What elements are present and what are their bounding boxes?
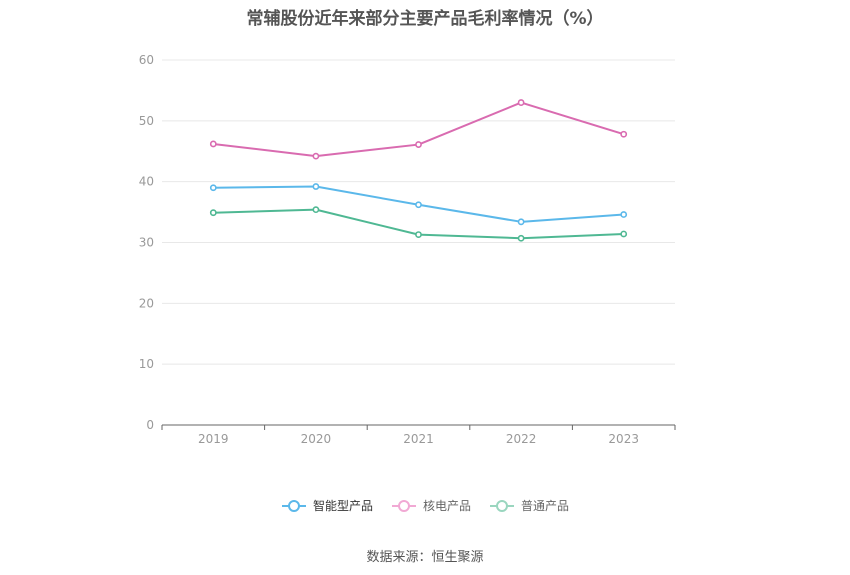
legend-label-regular: 普通产品 <box>521 499 570 513</box>
data-point-0-4 <box>620 211 628 218</box>
data-point-2-3 <box>517 234 525 242</box>
data-point-0-0 <box>209 184 217 192</box>
x-tick-label: 2019 <box>198 432 229 446</box>
y-tick-label: 20 <box>139 296 154 310</box>
y-tick-label: 40 <box>139 175 154 189</box>
grid-lines <box>162 59 675 365</box>
y-tick-label: 10 <box>139 357 154 371</box>
data-point-0-2 <box>415 201 422 209</box>
x-tick-label: 2022 <box>506 432 537 446</box>
legend-marker-smart-icon <box>281 499 306 512</box>
y-tick-label: 50 <box>139 114 154 128</box>
legend-marker-nuclear-icon <box>391 499 416 512</box>
legend-label-smart: 智能型产品 <box>312 499 373 513</box>
tick-labels: 0 10 20 30 40 50 60 2019 2020 2021 2022 2023 <box>139 53 639 446</box>
data-point-2-4 <box>620 230 628 238</box>
chart-title: 常辅股份近年来部分主要产品毛利率情况（%） <box>246 9 604 29</box>
data-point-2-2 <box>415 231 422 238</box>
x-tick-label: 2023 <box>608 432 639 446</box>
legend-item-smart[interactable]: 智能型产品 <box>281 497 373 514</box>
legend-marker-regular-icon <box>490 499 514 512</box>
data-point-2-1 <box>312 206 320 214</box>
x-tick-label: 2021 <box>403 432 434 446</box>
legend-item-regular[interactable]: 普通产品 <box>489 497 569 514</box>
data-source: 数据来源：恒生聚源 <box>366 550 484 565</box>
y-tick-label: 30 <box>139 236 154 250</box>
data-point-1-3 <box>517 99 525 106</box>
data-point-2-0 <box>209 209 217 217</box>
data-point-1-2 <box>415 141 422 148</box>
x-tick-label: 2020 <box>301 432 332 446</box>
legend-item-nuclear[interactable]: 核电产品 <box>391 497 471 514</box>
data-point-1-4 <box>620 130 628 138</box>
y-tick-label: 0 <box>146 418 154 432</box>
data-point-1-1 <box>312 152 320 160</box>
data-point-0-3 <box>517 218 525 226</box>
legend-label-nuclear: 核电产品 <box>422 499 471 513</box>
series-line-1 <box>213 101 624 158</box>
axes <box>161 424 676 430</box>
y-tick-label: 60 <box>139 53 154 67</box>
legend: 智能型产品 核电产品 普通产品 <box>0 497 850 514</box>
data-point-0-1 <box>312 183 320 190</box>
data-point-1-0 <box>209 140 217 148</box>
series-lines <box>209 99 628 242</box>
